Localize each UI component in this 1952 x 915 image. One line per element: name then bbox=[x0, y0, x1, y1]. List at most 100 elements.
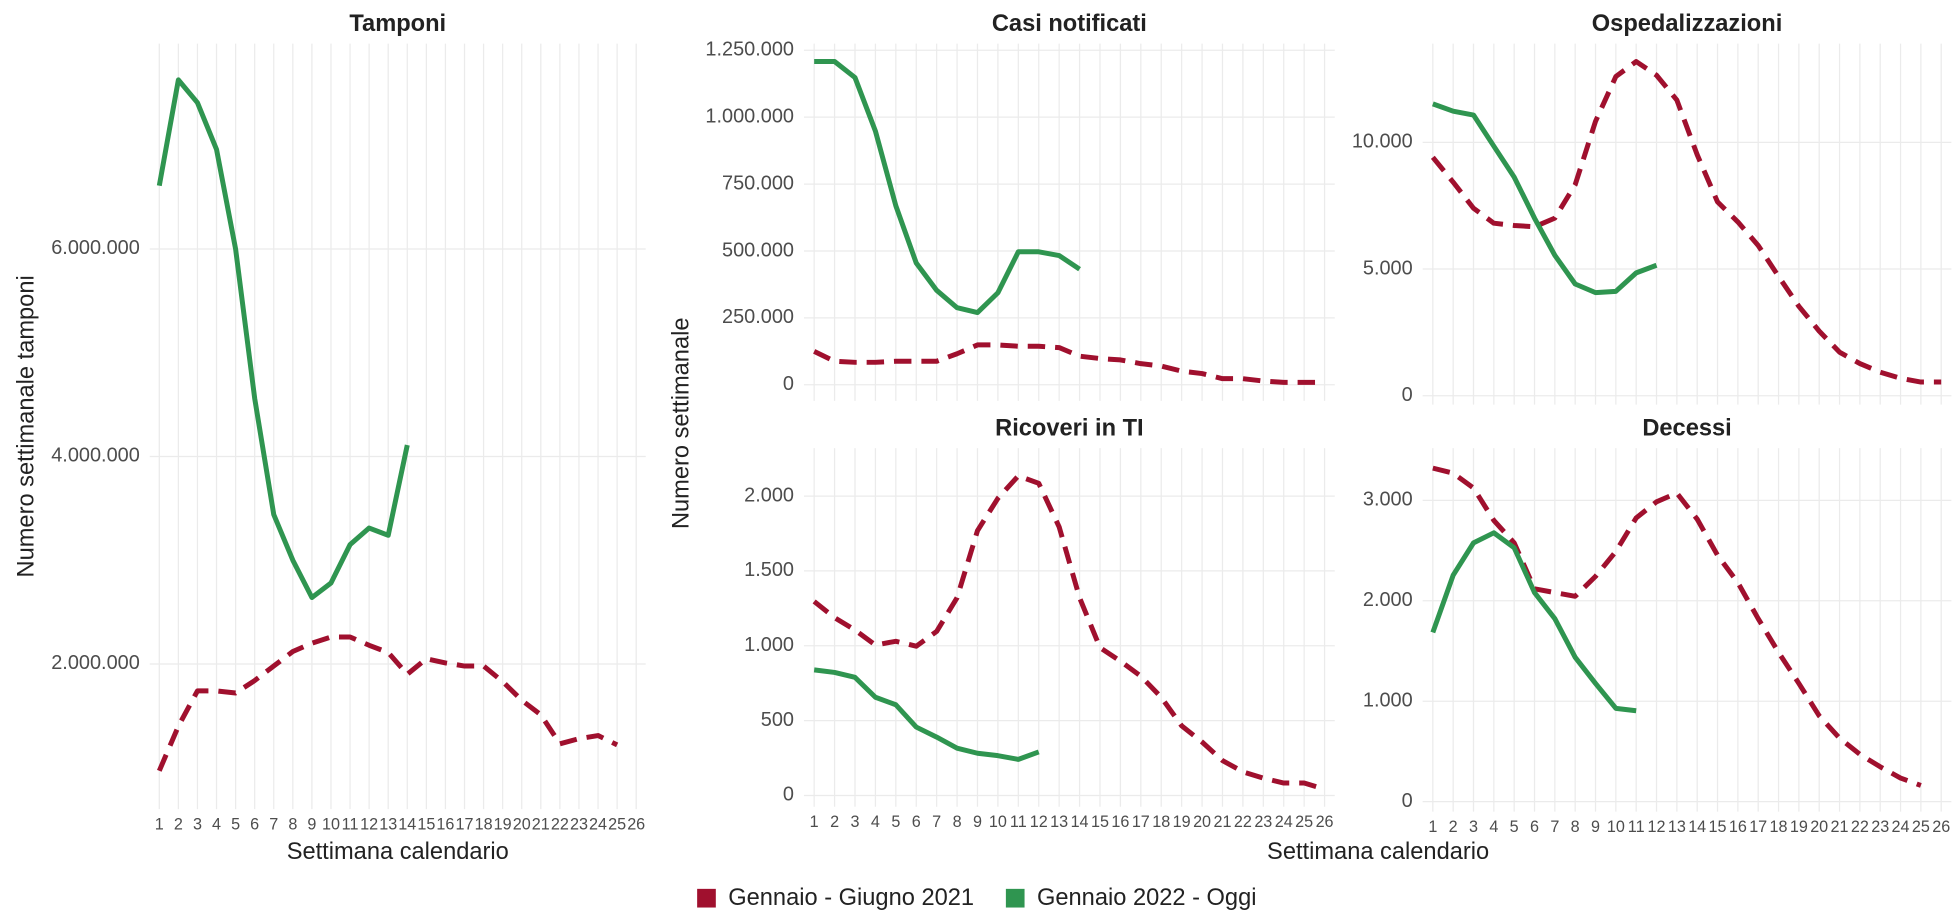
y-tick-label: 10.000 bbox=[1352, 131, 1413, 153]
x-tick-label: 22 bbox=[1851, 818, 1869, 836]
x-tick-label: 22 bbox=[1234, 813, 1252, 831]
x-tick-label: 17 bbox=[456, 816, 474, 834]
x-tick-label: 16 bbox=[1729, 818, 1747, 836]
x-tick-label: 25 bbox=[608, 816, 626, 834]
y-tick-label: 1.000.000 bbox=[705, 105, 794, 127]
y-tick-label: 2.000 bbox=[1363, 589, 1413, 611]
x-tick-label: 25 bbox=[1295, 813, 1313, 831]
x-tick-label: 14 bbox=[1071, 813, 1089, 831]
x-tick-label: 21 bbox=[532, 816, 550, 834]
y-tick-label: 1.000 bbox=[1363, 689, 1413, 711]
series-line bbox=[1430, 59, 1942, 385]
x-tick-label: 13 bbox=[1050, 813, 1068, 831]
series-line bbox=[1430, 530, 1637, 714]
x-tick-label: 11 bbox=[1010, 813, 1027, 831]
x-tick-label: 7 bbox=[1550, 818, 1559, 836]
x-tick-label: 15 bbox=[1091, 813, 1109, 831]
x-tick-label: 19 bbox=[1173, 813, 1191, 831]
series-line bbox=[1431, 101, 1658, 296]
series-line bbox=[157, 634, 619, 772]
x-tick-label: 1 bbox=[155, 816, 164, 834]
y-tick-label: 2.000 bbox=[744, 484, 794, 506]
x-tick-label: 24 bbox=[1275, 813, 1293, 831]
x-tick-label: 26 bbox=[627, 816, 645, 834]
x-tick-label: 19 bbox=[494, 816, 512, 834]
x-tick-label: 7 bbox=[932, 813, 941, 831]
y-tick-label: 2.000.000 bbox=[51, 652, 140, 674]
x-tick-label: 10 bbox=[1607, 818, 1625, 836]
x-tick-label: 3 bbox=[1469, 818, 1478, 836]
legend-swatch bbox=[1005, 888, 1025, 908]
chart-title: Tamponi bbox=[349, 11, 446, 37]
x-tick-label: 14 bbox=[398, 816, 416, 834]
x-tick-label: 18 bbox=[1770, 818, 1788, 836]
legend-label: Gennaio - Giugno 2021 bbox=[728, 885, 974, 911]
x-tick-label: 22 bbox=[551, 816, 569, 834]
x-tick-label: 20 bbox=[513, 816, 531, 834]
x-tick-label: 8 bbox=[1571, 818, 1580, 836]
series-line bbox=[814, 59, 1081, 316]
x-tick-label: 21 bbox=[1831, 818, 1849, 836]
x-tick-label: 6 bbox=[250, 816, 259, 834]
x-tick-label: 5 bbox=[231, 816, 240, 834]
x-tick-label: 10 bbox=[989, 813, 1007, 831]
x-tick-label: 14 bbox=[1688, 818, 1706, 836]
x-tick-label: 11 bbox=[1628, 818, 1645, 836]
y-tick-label: 1.250.000 bbox=[705, 39, 794, 61]
x-tick-label: 15 bbox=[1709, 818, 1727, 836]
x-tick-label: 4 bbox=[871, 813, 880, 831]
x-tick-label: 13 bbox=[379, 816, 397, 834]
x-tick-label: 26 bbox=[1316, 813, 1334, 831]
series-line bbox=[156, 77, 410, 601]
y-tick-label: 5.000 bbox=[1363, 257, 1413, 279]
x-tick-label: 16 bbox=[436, 816, 454, 834]
x-tick-label: 2 bbox=[1449, 818, 1458, 836]
x-tick-label: 4 bbox=[212, 816, 221, 834]
x-tick-label: 15 bbox=[417, 816, 435, 834]
series-line bbox=[812, 473, 1326, 792]
y-tick-label: 0 bbox=[783, 784, 794, 806]
x-tick-label: 19 bbox=[1790, 818, 1808, 836]
y-tick-label: 0 bbox=[783, 373, 794, 395]
x-tick-label: 23 bbox=[1871, 818, 1889, 836]
y-tick-label: 0 bbox=[1402, 790, 1413, 812]
x-tick-label: 2 bbox=[830, 813, 839, 831]
x-tick-label: 24 bbox=[1892, 818, 1910, 836]
y-tick-label: 6.000.000 bbox=[51, 237, 140, 259]
x-tick-label: 18 bbox=[1152, 813, 1170, 831]
y-tick-label: 500 bbox=[761, 709, 794, 731]
y-tick-label: 250.000 bbox=[722, 306, 794, 328]
y-axis-label: Numero settimanale tamponi bbox=[14, 275, 40, 577]
legend-swatch bbox=[697, 888, 716, 908]
x-tick-label: 18 bbox=[475, 816, 493, 834]
x-axis-label: Settimana calendario bbox=[287, 839, 509, 865]
x-tick-label: 23 bbox=[570, 816, 588, 834]
x-tick-label: 17 bbox=[1132, 813, 1150, 831]
x-tick-label: 1 bbox=[1428, 818, 1437, 836]
x-tick-label: 8 bbox=[288, 816, 297, 834]
x-tick-label: 9 bbox=[307, 816, 316, 834]
y-tick-label: 1.500 bbox=[744, 559, 794, 581]
x-tick-label: 9 bbox=[1591, 818, 1600, 836]
chart-title: Decessi bbox=[1642, 416, 1731, 442]
chart-title: Ospedalizzazioni bbox=[1592, 11, 1782, 37]
x-tick-label: 7 bbox=[269, 816, 278, 834]
x-tick-label: 5 bbox=[891, 813, 900, 831]
x-tick-label: 25 bbox=[1912, 818, 1930, 836]
x-tick-label: 5 bbox=[1510, 818, 1519, 836]
x-tick-label: 9 bbox=[973, 813, 982, 831]
x-tick-label: 17 bbox=[1749, 818, 1767, 836]
x-tick-label: 12 bbox=[1648, 818, 1666, 836]
x-tick-label: 11 bbox=[342, 816, 359, 834]
shared-x-label: Settimana calendario bbox=[1267, 839, 1489, 865]
x-tick-label: 10 bbox=[322, 816, 340, 834]
x-tick-label: 20 bbox=[1193, 813, 1211, 831]
x-tick-label: 2 bbox=[174, 816, 183, 834]
series-line bbox=[813, 667, 1040, 762]
x-tick-label: 4 bbox=[1489, 818, 1498, 836]
x-tick-label: 3 bbox=[850, 813, 859, 831]
x-tick-label: 20 bbox=[1810, 818, 1828, 836]
x-tick-label: 12 bbox=[1030, 813, 1048, 831]
